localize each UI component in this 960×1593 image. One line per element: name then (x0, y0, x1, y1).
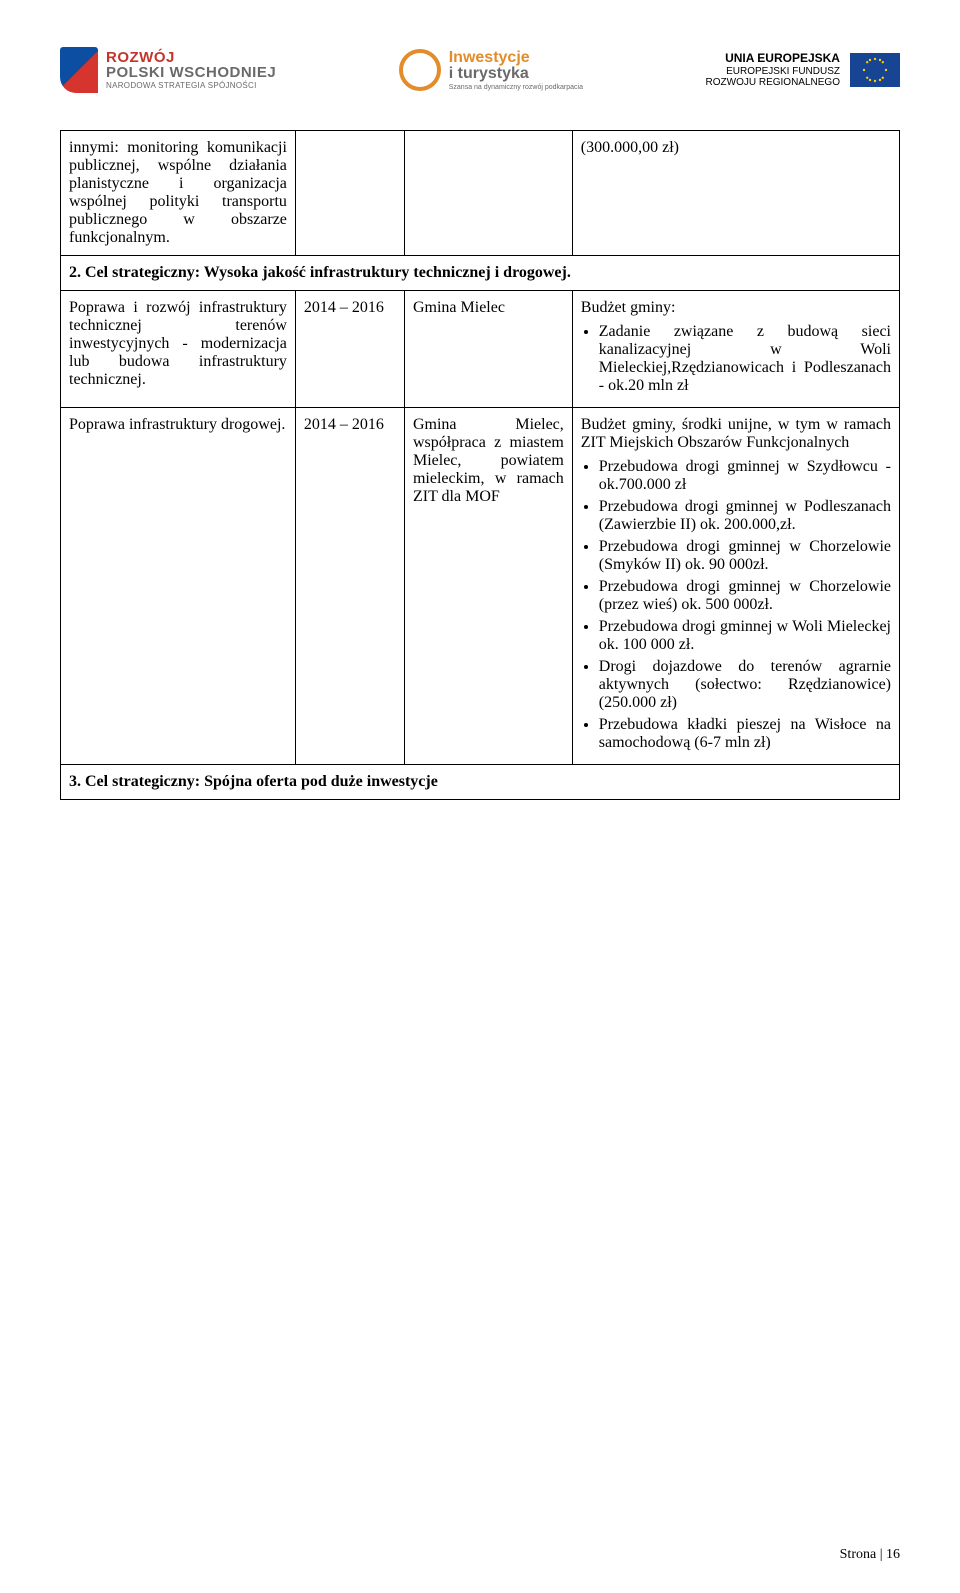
gear-icon (399, 49, 441, 91)
list-item: Przebudowa drogi gminnej w Woli Mielecke… (599, 618, 891, 654)
table-row: Poprawa i rozwój infrastruktury technicz… (61, 291, 900, 408)
cell-r4c2: 2014 – 2016 (295, 408, 404, 765)
page-footer: Strona | 16 (840, 1547, 900, 1563)
logo-mid: Inwestycje i turystyka Szansa na dynamic… (399, 49, 583, 91)
logo-left-line3: NARODOWA STRATEGIA SPÓJNOŚCI (106, 82, 276, 90)
header-logos: ROZWÓJ POLSKI WSCHODNIEJ NARODOWA STRATE… (60, 40, 900, 100)
r3c4-intro: Budżet gminy: (581, 299, 891, 317)
cell-r3c4: Budżet gminy: Zadanie związane z budową … (572, 291, 899, 408)
cell-r3c2: 2014 – 2016 (295, 291, 404, 408)
logo-right-text: UNIA EUROPEJSKA EUROPEJSKI FUNDUSZ ROZWO… (706, 52, 840, 87)
logo-left: ROZWÓJ POLSKI WSCHODNIEJ NARODOWA STRATE… (60, 47, 276, 93)
r4c4-intro: Budżet gminy, środki unijne, w tym w ram… (581, 416, 891, 452)
cell-r1c4: (300.000,00 zł) (572, 131, 899, 256)
list-item: Przebudowa drogi gminnej w Szydłowcu - o… (599, 458, 891, 494)
r4c4-list: Przebudowa drogi gminnej w Szydłowcu - o… (581, 458, 891, 752)
logo-left-line1: ROZWÓJ (106, 50, 276, 65)
logo-right: UNIA EUROPEJSKA EUROPEJSKI FUNDUSZ ROZWO… (706, 52, 900, 87)
list-item: Przebudowa kładki pieszej na Wisłoce na … (599, 716, 891, 752)
logo-left-text: ROZWÓJ POLSKI WSCHODNIEJ NARODOWA STRATE… (106, 50, 276, 90)
table-row: innymi: monitoring komunikacji publiczne… (61, 131, 900, 256)
cell-r3c3: Gmina Mielec (404, 291, 572, 408)
logo-left-line2: POLSKI WSCHODNIEJ (106, 65, 276, 80)
cell-r4c1: Poprawa infrastruktury drogowej. (61, 408, 296, 765)
cell-r4c3: Gmina Mielec, współpraca z miastem Miele… (404, 408, 572, 765)
logo-mid-line3: Szansa na dynamiczny rozwój podkarpacia (449, 84, 583, 91)
logo-mid-line2: i turystyka (449, 66, 583, 82)
logo-mid-line1: Inwestycje (449, 50, 583, 66)
table-row-header: 2. Cel strategiczny: Wysoka jakość infra… (61, 256, 900, 291)
list-item: Zadanie związane z budową sieci kanaliza… (599, 323, 891, 395)
cell-header-2: 2. Cel strategiczny: Wysoka jakość infra… (61, 256, 900, 291)
logo-right-line3: ROZWOJU REGIONALNEGO (706, 77, 840, 88)
logo-right-line1: UNIA EUROPEJSKA (706, 52, 840, 65)
cell-r1c2 (295, 131, 404, 256)
cell-r1c1: innymi: monitoring komunikacji publiczne… (61, 131, 296, 256)
cell-r1c3 (404, 131, 572, 256)
logo-mid-text: Inwestycje i turystyka Szansa na dynamic… (449, 50, 583, 91)
cell-r4c4: Budżet gminy, środki unijne, w tym w ram… (572, 408, 899, 765)
list-item: Przebudowa drogi gminnej w Chorzelowie (… (599, 538, 891, 574)
eu-flag-icon (850, 53, 900, 87)
logo-right-line2: EUROPEJSKI FUNDUSZ (706, 66, 840, 77)
list-item: Przebudowa drogi gminnej w Chorzelowie (… (599, 578, 891, 614)
content-table: innymi: monitoring komunikacji publiczne… (60, 130, 900, 800)
table-row-header: 3. Cel strategiczny: Spójna oferta pod d… (61, 765, 900, 800)
polish-flag-icon (60, 47, 98, 93)
table-row: Poprawa infrastruktury drogowej. 2014 – … (61, 408, 900, 765)
list-item: Przebudowa drogi gminnej w Podleszanach … (599, 498, 891, 534)
r3c4-list: Zadanie związane z budową sieci kanaliza… (581, 323, 891, 395)
list-item: Drogi dojazdowe do terenów agrarnie akty… (599, 658, 891, 712)
cell-r3c1: Poprawa i rozwój infrastruktury technicz… (61, 291, 296, 408)
cell-header-3: 3. Cel strategiczny: Spójna oferta pod d… (61, 765, 900, 800)
